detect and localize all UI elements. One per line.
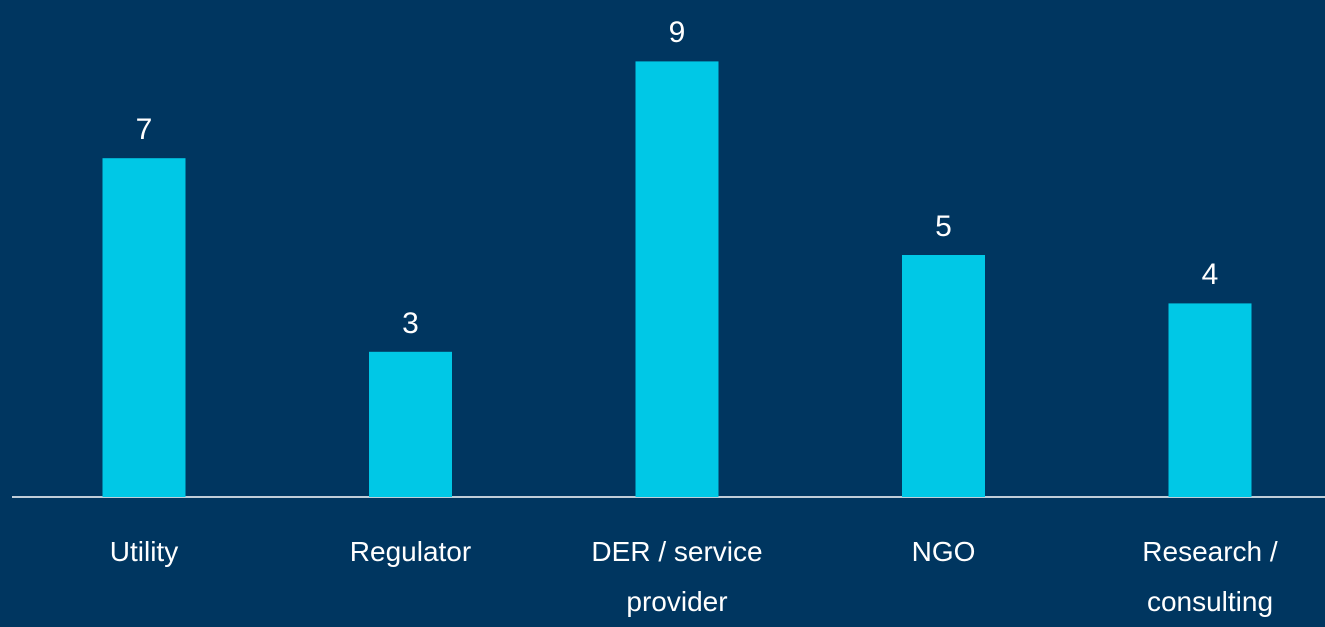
data-label: 3 bbox=[402, 306, 419, 340]
data-label: 5 bbox=[935, 210, 952, 243]
bar bbox=[902, 255, 985, 497]
data-label: 4 bbox=[1201, 258, 1219, 292]
x-tick-label: DER / service provider bbox=[591, 536, 763, 617]
data-label: 7 bbox=[135, 113, 153, 147]
data-label: 9 bbox=[668, 16, 686, 50]
x-tick-label: NGO bbox=[911, 536, 976, 567]
x-tick-label: Research / consulting bbox=[1142, 536, 1278, 617]
x-tick-label: Utility bbox=[109, 536, 179, 567]
bar bbox=[635, 61, 719, 498]
bar bbox=[369, 351, 452, 497]
x-tick-label: Regulator bbox=[349, 536, 472, 567]
bar bbox=[102, 158, 186, 497]
bar bbox=[1168, 303, 1252, 497]
